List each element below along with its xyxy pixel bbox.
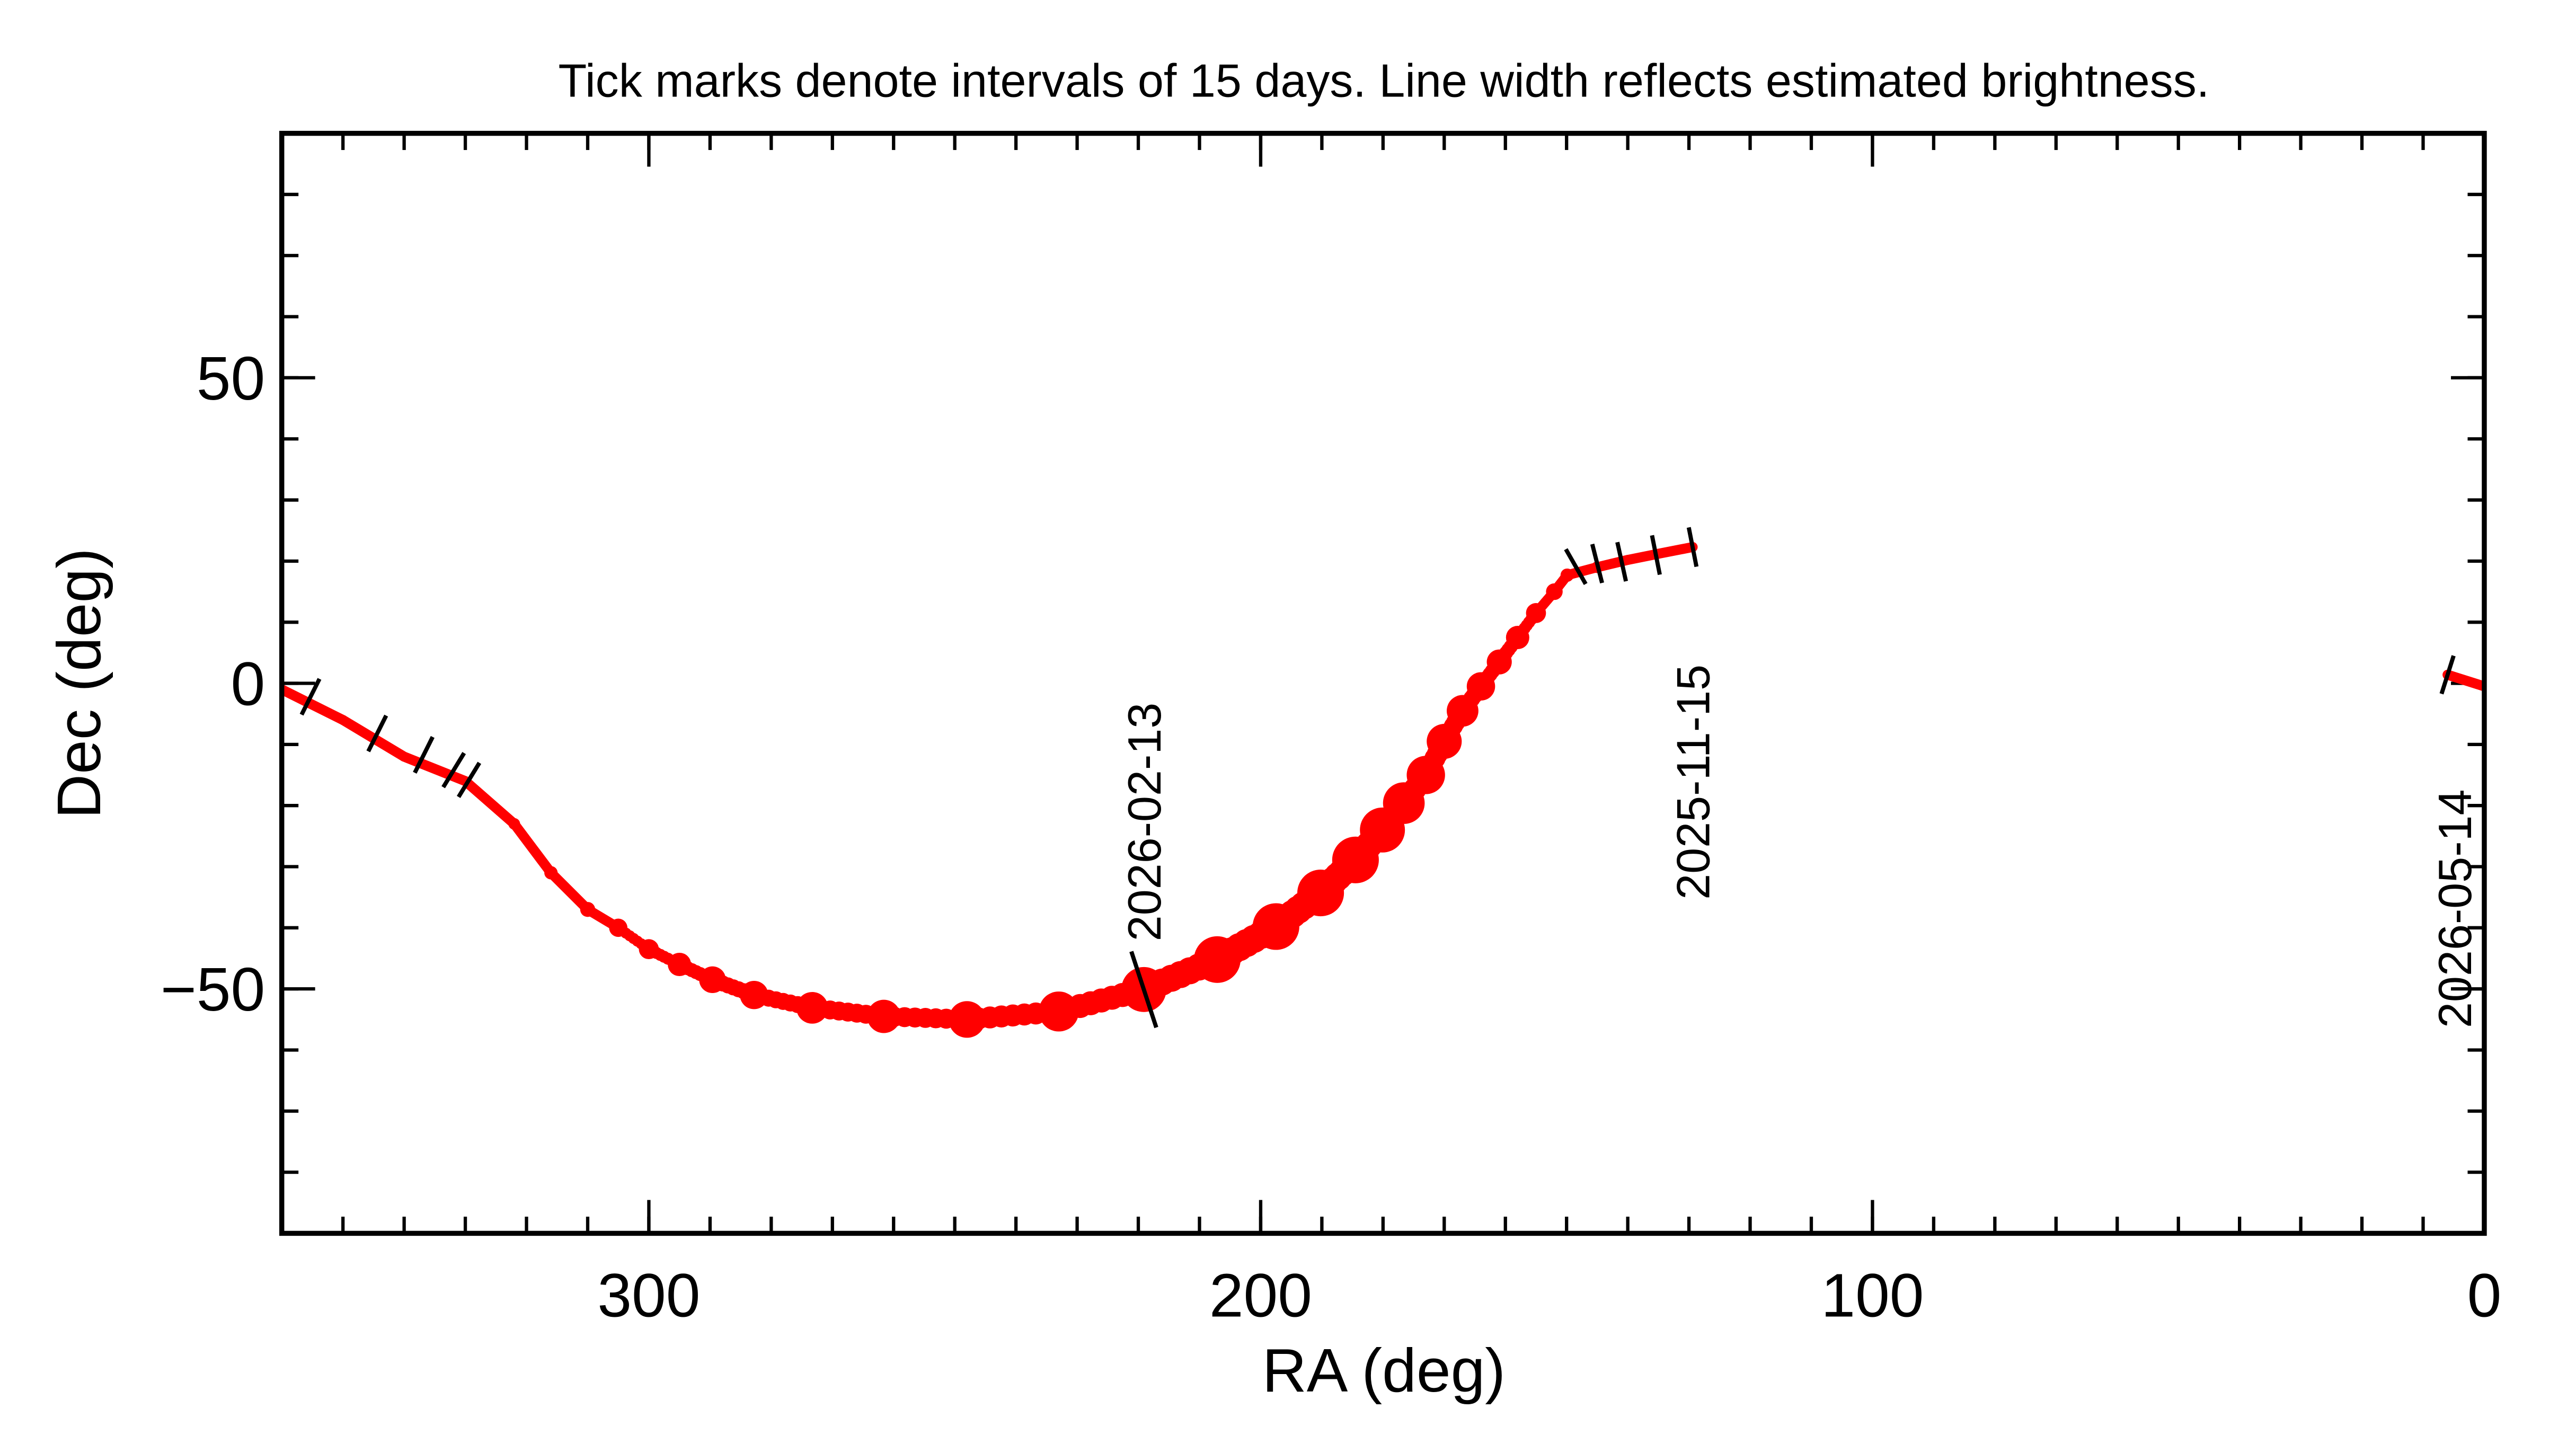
track-fill [2463,677,2469,684]
track-fill [2467,679,2474,685]
track-point [1447,695,1479,727]
y-tick-label: 50 [197,344,265,413]
track-fill [393,749,400,755]
track-fill [355,726,361,732]
track-fill [424,763,430,769]
track-point [1427,724,1462,759]
track-point [580,902,596,917]
track-fill [409,757,415,763]
x-tick-label: 100 [1821,1261,1924,1330]
track-fill [378,740,384,746]
y-axis-label: Dec (deg) [45,548,113,819]
track-fill [309,702,316,708]
track-fill [2458,676,2465,683]
track-point [1332,836,1379,883]
track-point [1526,603,1546,623]
track-fill [2454,675,2460,681]
track-point [1546,583,1563,600]
track-point [668,952,692,977]
track-point [1297,870,1344,917]
track-fill [2472,680,2478,687]
track-fill [324,709,331,715]
track-point [1193,936,1241,983]
interval-tick [1590,543,1604,584]
track-point [1623,555,1633,565]
plot-frame [279,130,2487,1236]
track-fill [347,721,354,728]
interval-tick [456,761,482,798]
track-fill [493,804,499,811]
track-fill [520,832,527,840]
date-annotation: 2026-02-13 [1118,703,1171,941]
track-fill [386,744,392,751]
track-fill [286,690,293,696]
track-point [1252,903,1299,950]
track-fill [431,766,438,772]
interval-tick [1564,548,1588,585]
track-fill [317,705,323,712]
track-fill [362,731,369,737]
date-annotation: 2026-05-14 [2429,789,2481,1027]
track-fill [481,794,487,800]
track-point [1039,991,1079,1032]
track-point [1360,807,1405,853]
track-point [508,818,520,830]
interval-tick [1129,951,1158,1029]
x-tick-label: 0 [2467,1261,2502,1330]
track-point [1486,649,1512,675]
y-tick-label: 0 [231,649,265,718]
track-point [639,939,659,960]
track-fill [524,838,532,846]
interval-tick [366,714,388,752]
track-fill [534,851,541,858]
y-tick-label: −50 [161,955,265,1024]
x-tick-label: 200 [1209,1261,1312,1330]
track-fill [474,789,481,795]
track-fill [499,810,506,817]
track-point [796,992,828,1024]
interval-tick [441,752,466,789]
interval-tick [1650,535,1662,575]
interval-tick [413,736,435,774]
track-point [867,999,901,1033]
track-point [544,866,558,880]
track-line [281,542,1698,1025]
track-point [1406,756,1445,794]
track-point [740,980,768,1009]
track-point [1560,568,1574,582]
track-point [399,751,410,762]
track-fill [538,857,545,864]
plot-area [281,527,2484,1038]
track-point [338,715,348,725]
x-axis-label: RA (deg) [1262,1336,1506,1405]
track-fill [529,845,536,852]
track-fill [468,783,475,790]
track-fill [454,775,461,781]
track-fill [505,816,511,822]
track-fill [486,799,493,806]
date-annotation: 2025-11-15 [1667,665,1719,900]
track-point [1506,626,1529,650]
track-point [949,1001,986,1038]
track-point [609,918,628,937]
track-fill [294,694,300,701]
track-point [699,966,726,994]
track-point [1466,672,1495,701]
track-fill [332,713,339,720]
interval-tick [1615,542,1628,582]
chart-title: Tick marks denote intervals of 15 days. … [559,54,2210,107]
interval-tick [2439,655,2456,695]
interval-tick [1686,527,1699,568]
track-fill [439,769,446,775]
interval-tick [299,678,322,716]
x-tick-label: 300 [597,1261,700,1330]
